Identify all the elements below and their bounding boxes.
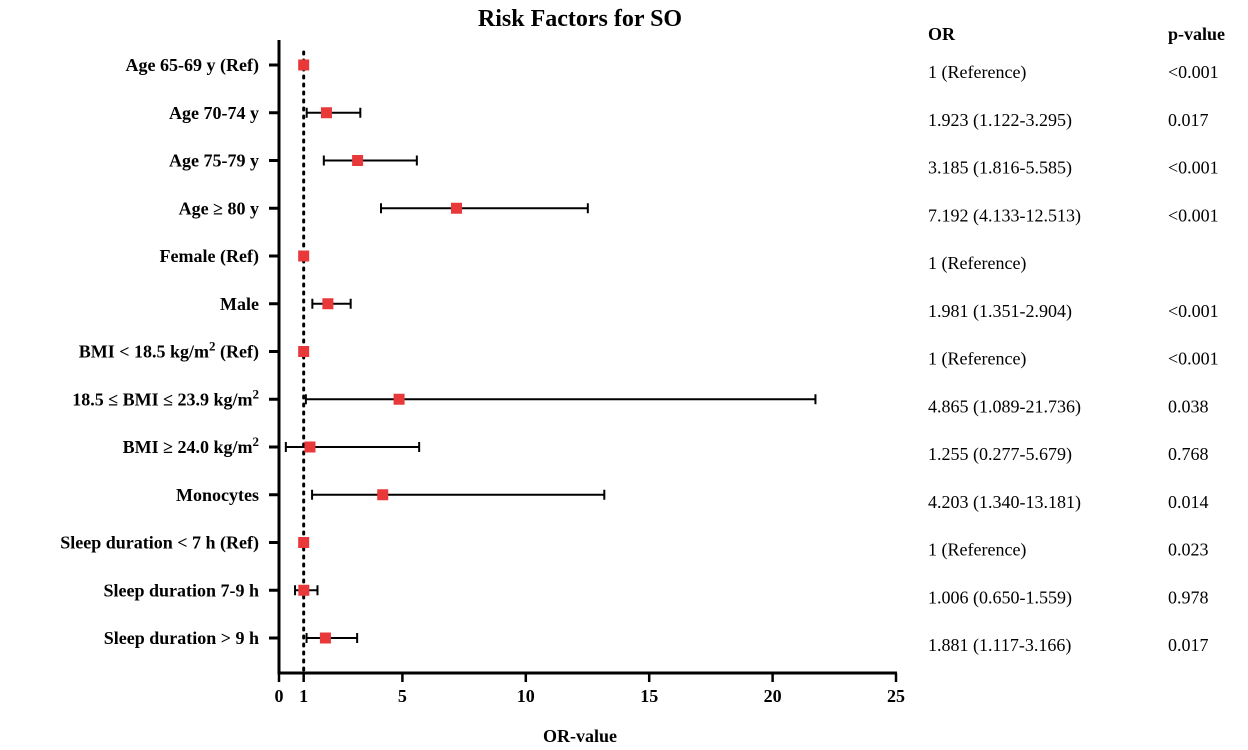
x-axis-label: OR-value	[543, 726, 617, 746]
or-value-cell: 3.185 (1.816-5.585)	[928, 158, 1072, 179]
y-tick-label: Male	[220, 294, 259, 314]
or-marker	[298, 584, 310, 596]
or-column-header: OR	[928, 24, 956, 44]
or-value-cell: 1 (Reference)	[928, 349, 1026, 370]
superscript: 2	[253, 386, 260, 401]
or-marker	[304, 441, 316, 453]
superscript: 2	[209, 338, 216, 353]
x-tick-label: 5	[398, 686, 407, 706]
x-tick-label: 25	[887, 686, 905, 706]
or-value-cell: 7.192 (4.133-12.513)	[928, 205, 1081, 226]
or-value-cell: 1 (Reference)	[928, 253, 1026, 274]
p-value-cell: 0.023	[1168, 540, 1209, 560]
y-tick-label: Female (Ref)	[160, 246, 259, 267]
or-value-cell: 4.203 (1.340-13.181)	[928, 492, 1081, 513]
or-marker	[393, 393, 405, 405]
x-tick-label: 1	[299, 686, 308, 706]
superscript: 2	[253, 434, 260, 449]
or-marker	[377, 489, 389, 501]
p-value-cell: 0.768	[1168, 444, 1209, 464]
x-tick-label: 10	[517, 686, 535, 706]
p-value-cell: <0.001	[1168, 62, 1219, 82]
or-value-cell: 4.865 (1.089-21.736)	[928, 396, 1081, 417]
y-tick-label: Age 75-79 y	[169, 151, 259, 171]
or-value-cell: 1.006 (0.650-1.559)	[928, 587, 1072, 608]
or-marker	[298, 346, 310, 357]
y-tick-label: 18.5 ≤ BMI ≤ 23.9 kg/m2	[72, 386, 259, 410]
y-tick-label: Monocytes	[176, 485, 259, 505]
or-value-cell: 1 (Reference)	[928, 62, 1026, 83]
or-value-cell: 1.881 (1.117-3.166)	[928, 635, 1071, 656]
p-value-cell: <0.001	[1168, 301, 1219, 321]
y-tick-label: BMI ≥ 24.0 kg/m2	[123, 434, 259, 458]
or-value-cell: 1.255 (0.277-5.679)	[928, 444, 1072, 465]
y-tick-label: Age 65-69 y (Ref)	[126, 55, 259, 76]
or-marker	[450, 202, 462, 214]
or-marker	[319, 632, 331, 644]
p-value-cell: <0.001	[1168, 205, 1219, 225]
y-tick-label: Sleep duration 7-9 h	[103, 580, 259, 600]
or-marker	[298, 537, 310, 548]
x-tick-label: 15	[640, 686, 658, 706]
or-value-cell: 1.981 (1.351-2.904)	[928, 301, 1072, 322]
x-tick-label: 20	[764, 686, 782, 706]
p-value-cell: 0.017	[1168, 110, 1209, 130]
p-value-cell: 0.014	[1168, 492, 1209, 512]
or-marker	[298, 59, 310, 71]
or-value-cell: 1 (Reference)	[928, 540, 1026, 561]
p-value-cell: 0.978	[1168, 587, 1209, 607]
or-marker	[352, 155, 364, 166]
or-marker	[320, 107, 332, 119]
p-value-cell: 0.038	[1168, 396, 1209, 416]
chart-title: Risk Factors for SO	[478, 6, 682, 32]
p-value-column-header: p-value	[1168, 24, 1225, 44]
y-tick-label: Sleep duration > 9 h	[104, 628, 259, 648]
or-value-cell: 1.923 (1.122-3.295)	[928, 110, 1072, 131]
or-marker	[298, 250, 310, 262]
or-marker	[322, 298, 334, 310]
x-tick-label: 0	[275, 686, 284, 706]
y-tick-label: Age ≥ 80 y	[179, 198, 259, 218]
y-tick-label: Age 70-74 y	[169, 103, 259, 123]
p-value-cell: <0.001	[1168, 349, 1219, 369]
p-value-cell: 0.017	[1168, 635, 1209, 655]
y-tick-label: BMI < 18.5 kg/m2 (Ref)	[79, 338, 259, 363]
y-tick-label: Sleep duration < 7 h (Ref)	[60, 533, 259, 554]
p-value-cell: <0.001	[1168, 158, 1219, 178]
